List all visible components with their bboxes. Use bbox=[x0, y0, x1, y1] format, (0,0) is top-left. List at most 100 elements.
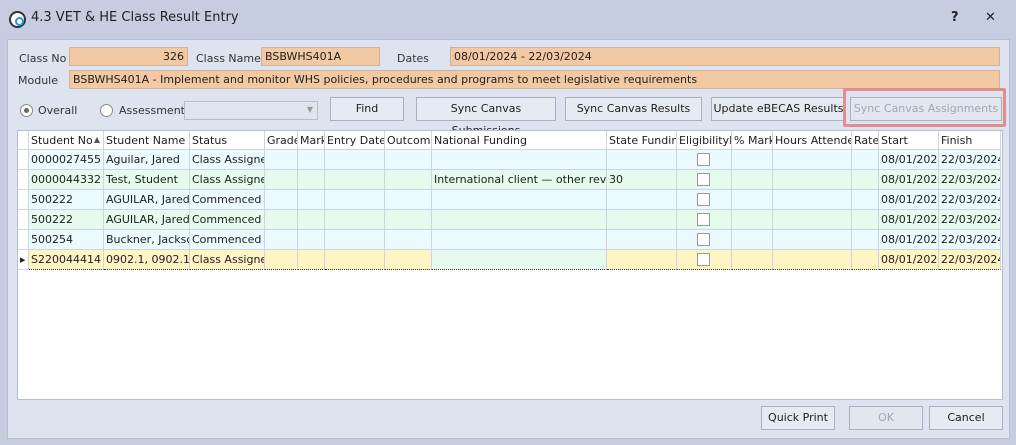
dates-field[interactable]: 08/01/2024 - 22/03/2024 bbox=[450, 47, 1000, 66]
grid-cell-mark[interactable] bbox=[298, 230, 325, 250]
grid-cell-national-funding[interactable] bbox=[432, 210, 607, 230]
find-button[interactable]: Find bbox=[330, 97, 404, 121]
grid-cell-outcome[interactable] bbox=[385, 190, 432, 210]
grid-cell-entry-date[interactable] bbox=[325, 250, 385, 270]
grid-cell-state-funding[interactable] bbox=[607, 210, 677, 230]
grid-cell-mark[interactable] bbox=[298, 210, 325, 230]
grid-cell-finish[interactable]: 22/03/2024 bbox=[939, 150, 1001, 170]
grid-cell-grade[interactable] bbox=[265, 230, 298, 250]
grid-cell-status[interactable]: Commenced bbox=[190, 230, 265, 250]
column-header[interactable]: Student Name bbox=[104, 131, 190, 150]
grid-cell-grade[interactable] bbox=[265, 170, 298, 190]
close-button[interactable]: ✕ bbox=[985, 10, 996, 25]
overall-radio[interactable] bbox=[20, 104, 33, 117]
column-header[interactable]: Rate bbox=[852, 131, 879, 150]
column-header[interactable]: Finish bbox=[939, 131, 1001, 150]
grid-cell-finish[interactable]: 22/03/2024 bbox=[939, 210, 1001, 230]
grid-cell-mark[interactable] bbox=[298, 190, 325, 210]
grid-cell-student-no[interactable]: 0000027455 bbox=[29, 150, 104, 170]
sync-canvas-results-button[interactable]: Sync Canvas Results bbox=[565, 97, 702, 121]
grid-cell-state-funding[interactable] bbox=[607, 230, 677, 250]
column-header[interactable]: State Funding bbox=[607, 131, 677, 150]
grid-cell-eligibilityex[interactable] bbox=[677, 150, 732, 170]
grid-cell-student-name[interactable]: AGUILAR, Jared bbox=[104, 210, 190, 230]
grid-cell-national-funding[interactable] bbox=[432, 250, 607, 270]
grid-cell-outcome[interactable] bbox=[385, 210, 432, 230]
grid-cell-hours-attended[interactable] bbox=[773, 230, 852, 250]
eligibility-checkbox[interactable] bbox=[697, 173, 710, 186]
grid-cell-start[interactable]: 08/01/2024 bbox=[879, 150, 939, 170]
grid-cell-hours-attended[interactable] bbox=[773, 250, 852, 270]
column-header[interactable]: EligibilityEx bbox=[677, 131, 732, 150]
grid-cell-grade[interactable] bbox=[265, 150, 298, 170]
row-header[interactable] bbox=[18, 150, 29, 170]
grid-cell--mark[interactable] bbox=[732, 250, 773, 270]
grid-cell-finish[interactable]: 22/03/2024 bbox=[939, 250, 1001, 270]
grid-cell-mark[interactable] bbox=[298, 150, 325, 170]
grid-cell-finish[interactable]: 22/03/2024 bbox=[939, 230, 1001, 250]
grid-cell-rate[interactable] bbox=[852, 250, 879, 270]
grid-cell-student-no[interactable]: 500222 bbox=[29, 210, 104, 230]
grid-cell-student-no[interactable]: S220044414 bbox=[29, 250, 104, 270]
grid-cell-start[interactable]: 08/01/2024 bbox=[879, 190, 939, 210]
grid-cell--mark[interactable] bbox=[732, 150, 773, 170]
grid-cell-state-funding[interactable] bbox=[607, 250, 677, 270]
grid-cell-outcome[interactable] bbox=[385, 150, 432, 170]
grid-cell-outcome[interactable] bbox=[385, 230, 432, 250]
grid-cell-start[interactable]: 08/01/2024 bbox=[879, 170, 939, 190]
column-header[interactable]: Start bbox=[879, 131, 939, 150]
row-header[interactable] bbox=[18, 190, 29, 210]
grid-cell-finish[interactable]: 22/03/2024 bbox=[939, 190, 1001, 210]
grid-cell-national-funding[interactable]: International client — other revenue bbox=[432, 170, 607, 190]
row-header[interactable] bbox=[18, 170, 29, 190]
assessment-radio[interactable] bbox=[100, 104, 113, 117]
grid-cell-grade[interactable] bbox=[265, 250, 298, 270]
grid-cell-hours-attended[interactable] bbox=[773, 210, 852, 230]
grid-cell-rate[interactable] bbox=[852, 170, 879, 190]
grid-cell-start[interactable]: 08/01/2024 bbox=[879, 230, 939, 250]
grid-cell-eligibilityex[interactable] bbox=[677, 190, 732, 210]
column-header[interactable]: Status bbox=[190, 131, 265, 150]
row-header[interactable] bbox=[18, 230, 29, 250]
column-header[interactable]: Entry Date bbox=[325, 131, 385, 150]
quick-print-button[interactable]: Quick Print bbox=[761, 406, 835, 430]
grid-cell-grade[interactable] bbox=[265, 210, 298, 230]
grid-cell-eligibilityex[interactable] bbox=[677, 170, 732, 190]
cancel-button[interactable]: Cancel bbox=[929, 406, 1003, 430]
column-header[interactable]: Student No ▲ bbox=[29, 131, 104, 150]
grid-cell-status[interactable]: Class Assigned bbox=[190, 170, 265, 190]
grid-cell-student-name[interactable]: Aguilar, Jared bbox=[104, 150, 190, 170]
grid-cell-national-funding[interactable] bbox=[432, 190, 607, 210]
column-header[interactable]: Grade bbox=[265, 131, 298, 150]
grid-cell-status[interactable]: Commenced bbox=[190, 190, 265, 210]
grid-cell--mark[interactable] bbox=[732, 210, 773, 230]
update-ebecas-results-button[interactable]: Update eBECAS Results bbox=[711, 97, 846, 121]
help-button[interactable]: ? bbox=[951, 10, 959, 25]
grid-cell-rate[interactable] bbox=[852, 230, 879, 250]
eligibility-checkbox[interactable] bbox=[697, 153, 710, 166]
row-header[interactable] bbox=[18, 210, 29, 230]
class-name-field[interactable]: BSBWHS401A bbox=[261, 47, 380, 66]
grid-cell-hours-attended[interactable] bbox=[773, 170, 852, 190]
grid-cell-student-name[interactable]: Test, Student bbox=[104, 170, 190, 190]
grid-cell-student-no[interactable]: 500222 bbox=[29, 190, 104, 210]
sync-canvas-submissions-button[interactable]: Sync Canvas Submissions bbox=[416, 97, 556, 137]
grid-cell-state-funding[interactable]: 30 bbox=[607, 170, 677, 190]
grid-cell-eligibilityex[interactable] bbox=[677, 230, 732, 250]
grid-cell-national-funding[interactable] bbox=[432, 150, 607, 170]
grid-cell-entry-date[interactable] bbox=[325, 190, 385, 210]
module-field[interactable]: BSBWHS401A - Implement and monitor WHS p… bbox=[69, 70, 1000, 89]
eligibility-checkbox[interactable] bbox=[697, 233, 710, 246]
grid-cell--mark[interactable] bbox=[732, 190, 773, 210]
grid-cell-national-funding[interactable] bbox=[432, 230, 607, 250]
grid-cell-entry-date[interactable] bbox=[325, 150, 385, 170]
grid-cell-eligibilityex[interactable] bbox=[677, 210, 732, 230]
grid-cell-rate[interactable] bbox=[852, 210, 879, 230]
grid-cell-mark[interactable] bbox=[298, 250, 325, 270]
eligibility-checkbox[interactable] bbox=[697, 253, 710, 266]
class-no-field[interactable]: 326 bbox=[69, 47, 188, 66]
grid-cell-outcome[interactable] bbox=[385, 250, 432, 270]
grid-cell-student-no[interactable]: 500254 bbox=[29, 230, 104, 250]
current-row-indicator-icon[interactable]: ▶ bbox=[18, 250, 29, 270]
grid-cell-outcome[interactable] bbox=[385, 170, 432, 190]
